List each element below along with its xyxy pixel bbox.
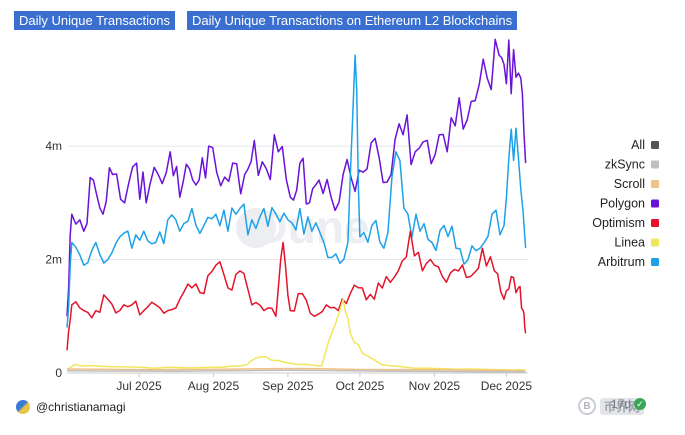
y-tick-label: 2m <box>45 253 62 267</box>
series-line-polygon <box>66 38 527 317</box>
x-tick-label: Aug 2025 <box>188 379 240 393</box>
y-tick-label: 0 <box>55 366 62 380</box>
legend-label-linea: Linea <box>614 236 645 250</box>
author-handle[interactable]: @christianamagi <box>36 400 126 414</box>
x-tick-label: Sep 2025 <box>262 379 314 393</box>
legend-label-arbitrum: Arbitrum <box>598 255 645 269</box>
legend-swatch-optimism <box>651 219 659 227</box>
coin-icon: B <box>578 397 596 415</box>
legend-swatch-all <box>651 141 659 149</box>
x-tick-label: Jul 2025 <box>116 379 162 393</box>
series-line-arbitrum <box>66 54 527 328</box>
author-footer: @christianamagi <box>16 398 126 416</box>
x-tick-label: Nov 2025 <box>409 379 461 393</box>
series-line-linea <box>66 298 526 371</box>
y-tick-label: 4m <box>45 139 62 153</box>
legend-label-optimism: Optimism <box>592 216 645 230</box>
series-line-zksync <box>66 369 526 373</box>
refresh-badge: 17d ✓ <box>611 397 647 411</box>
legend-label-polygon: Polygon <box>600 197 645 211</box>
source-badge: B 币界网 <box>578 397 645 415</box>
series-line-optimism <box>66 230 527 351</box>
x-tick-label: Oct 2025 <box>336 379 385 393</box>
legend-swatch-zksync <box>651 160 659 169</box>
legend-label-all: All <box>631 138 645 152</box>
legend-label-zksync: zkSync <box>605 158 645 172</box>
legend-swatch-scroll <box>651 180 659 188</box>
legend-swatch-linea <box>651 238 659 247</box>
refresh-age: 17d <box>611 397 632 411</box>
chart-tab-title[interactable]: Daily Unique Transactions <box>14 11 176 30</box>
badge-label: 币界网 <box>600 397 645 415</box>
legend-label-scroll: Scroll <box>614 177 645 191</box>
x-tick-label: Dec 2025 <box>481 379 533 393</box>
check-icon: ✓ <box>634 398 647 410</box>
chart-main-title[interactable]: Daily Unique Transactions on Ethereum L2… <box>187 11 518 30</box>
legend-swatch-arbitrum <box>651 258 659 266</box>
series-line-scroll <box>66 367 526 372</box>
legend-swatch-polygon <box>651 199 659 208</box>
avatar <box>16 400 30 414</box>
